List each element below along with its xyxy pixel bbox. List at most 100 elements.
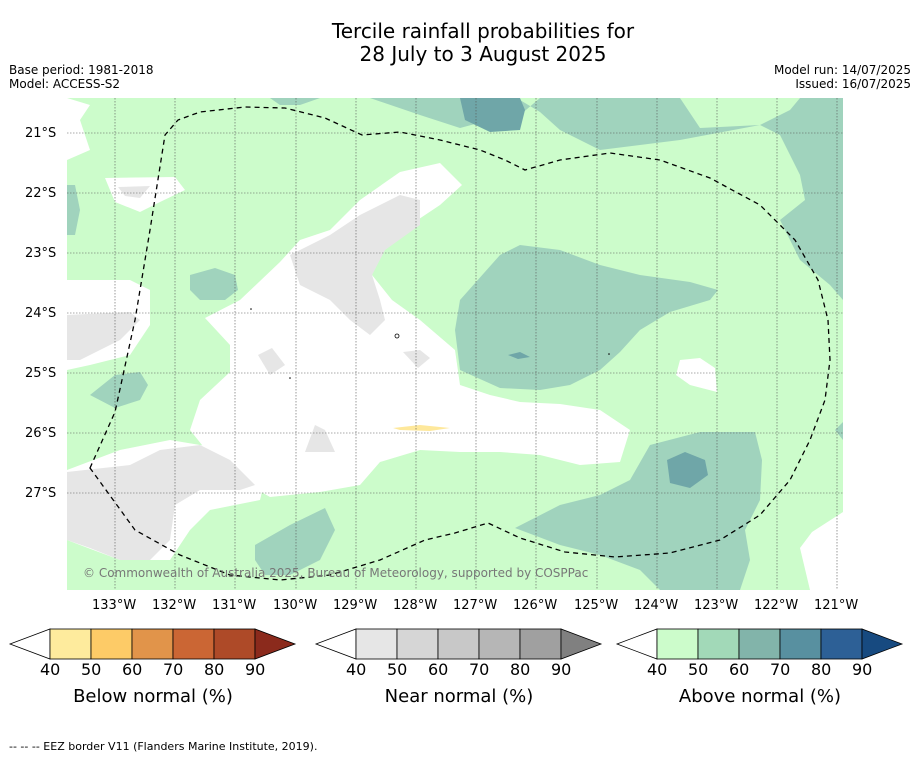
copyright-text: © Commonwealth of Australia 2025, Bureau… [83, 566, 589, 580]
below-normal-patch [393, 425, 450, 431]
colorbar-below-segment [213, 628, 256, 660]
colorbar-tick-label: 50 [387, 660, 408, 679]
island-marker [394, 333, 400, 339]
colorbar-near-segment [396, 628, 439, 660]
colorbar-near-segment [355, 628, 398, 660]
colorbar-below-segment [49, 628, 92, 660]
colorbar-tick-label: 90 [852, 660, 873, 679]
above-normal-50-top [270, 98, 320, 105]
colorbar-below-segment [90, 628, 133, 660]
above-normal-50-sw [255, 508, 335, 575]
colorbar-above-over-triangle [861, 628, 904, 660]
colorbar-near-under-triangle [314, 628, 357, 660]
colorbar-tick-label: 60 [428, 660, 449, 679]
eez-border [89, 106, 831, 581]
lon-label-121w: 121°W [814, 598, 859, 613]
colorbar-above-segment [738, 628, 781, 660]
gridlines [67, 98, 843, 590]
colorbar-above-segments [615, 628, 904, 660]
white-region-se [800, 512, 843, 590]
white-region-nw [105, 177, 185, 212]
near-normal-patch-3 [403, 350, 430, 368]
island-marker [608, 353, 610, 355]
near-normal-patch-1 [258, 348, 285, 375]
island-marker [289, 377, 291, 379]
colorbar-tick-label: 70 [770, 660, 791, 679]
colorbar-tick-label: 80 [510, 660, 531, 679]
white-region-central [190, 163, 630, 497]
issued-text: Issued: 16/07/2025 [795, 77, 911, 91]
colorbar-tick-label: 40 [40, 660, 61, 679]
near-normal-west [67, 312, 140, 360]
colorbar-above-under-triangle [615, 628, 658, 660]
colorbar-tick-label: 70 [163, 660, 184, 679]
lat-label-26s: 26°S [25, 426, 57, 441]
colorbar-tick-label: 90 [245, 660, 266, 679]
colorbar-above-title: Above normal (%) [678, 686, 842, 707]
title-line-2: 28 July to 3 August 2025 [359, 42, 607, 66]
white-region-east-1 [676, 358, 717, 392]
colorbar-near-segment [519, 628, 562, 660]
colorbar-tick-label: 60 [729, 660, 750, 679]
near-normal-center [290, 195, 420, 335]
lon-label-122w: 122°W [754, 598, 799, 613]
colorbar-tick-label: 70 [469, 660, 490, 679]
lon-label-133w: 133°W [92, 598, 137, 613]
lat-label-27s: 27°S [25, 486, 57, 501]
colorbar-below-segment [131, 628, 174, 660]
base-period-text: Base period: 1981-2018 [9, 63, 154, 77]
colorbar-near-segment [437, 628, 480, 660]
colorbar-tick-label: 50 [81, 660, 102, 679]
colorbar-tick-label: 40 [346, 660, 367, 679]
colorbar-tick-label: 60 [122, 660, 143, 679]
colorbar-near [314, 628, 603, 660]
above-normal-50-w1 [190, 268, 238, 300]
lon-label-128w: 128°W [393, 598, 438, 613]
lon-label-129w: 129°W [333, 598, 378, 613]
lat-label-25s: 25°S [25, 366, 57, 381]
meta-right: Model run: 14/07/2025 Issued: 16/07/2025 [774, 63, 911, 91]
above-normal-50-w2 [90, 372, 148, 408]
colorbar-above-segment [656, 628, 699, 660]
footer-eez-note: -- -- -- EEZ border V11 (Flanders Marine… [9, 740, 318, 753]
model-run-text: Model run: 14/07/2025 [773, 63, 911, 77]
above-normal-60-center [508, 352, 530, 359]
colorbar-below-segments [8, 628, 297, 660]
lat-label-21s: 21°S [25, 126, 57, 141]
lat-label-24s: 24°S [25, 306, 57, 321]
colorbar-below-over-triangle [254, 628, 297, 660]
colorbar-below-under-triangle [8, 628, 51, 660]
above-normal-50-e1 [835, 422, 843, 440]
near-normal-patch-nw [118, 186, 150, 198]
colorbar-tick-label: 50 [688, 660, 709, 679]
lon-label-130w: 130°W [273, 598, 318, 613]
colorbar-tick-label: 90 [551, 660, 572, 679]
lat-label-23s: 23°S [25, 246, 57, 261]
near-normal-patch-2 [305, 425, 335, 452]
colorbar-below [8, 628, 297, 660]
lat-label-22s: 22°S [25, 186, 57, 201]
lon-label-123w: 123°W [694, 598, 739, 613]
lon-label-131w: 131°W [212, 598, 257, 613]
island-marker [250, 308, 252, 310]
lon-label-124w: 124°W [634, 598, 679, 613]
near-normal-sw [67, 445, 255, 560]
above-normal-50-w3 [67, 185, 80, 235]
colorbar-tick-label: 40 [647, 660, 668, 679]
chart-title: Tercile rainfall probabilities for 28 Ju… [0, 20, 919, 66]
title-line-1: Tercile rainfall probabilities for [331, 19, 635, 43]
colorbar-near-segment [478, 628, 521, 660]
colorbar-below-title: Below normal (%) [73, 686, 233, 707]
lon-label-132w: 132°W [152, 598, 197, 613]
lon-label-126w: 126°W [513, 598, 558, 613]
above-normal-50-east [370, 98, 843, 300]
lon-label-125w: 125°W [574, 598, 619, 613]
above-normal-60-se [667, 452, 708, 488]
lon-label-127w: 127°W [453, 598, 498, 613]
model-text: Model: ACCESS-S2 [9, 77, 121, 91]
colorbar-above-segment [697, 628, 740, 660]
colorbar-above-segment [779, 628, 822, 660]
colorbar-near-segments [314, 628, 603, 660]
colorbar-tick-label: 80 [204, 660, 225, 679]
